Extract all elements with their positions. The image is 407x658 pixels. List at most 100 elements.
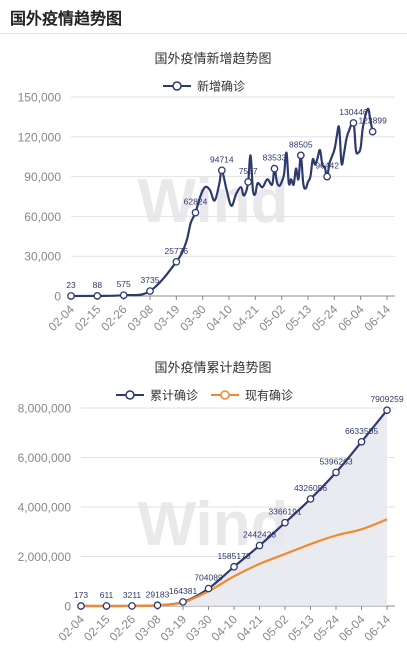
x-tick-label: 04-10	[204, 302, 236, 334]
data-point	[306, 495, 315, 503]
y-tick-label: 60,000	[24, 210, 61, 224]
data-label: 2442423	[243, 530, 276, 540]
y-tick-label: 2,000,000	[18, 550, 72, 564]
legend-marker-0	[125, 390, 135, 400]
x-tick-label: 02-15	[81, 612, 113, 644]
data-point	[383, 406, 391, 415]
data-point	[153, 601, 162, 610]
data-label: 173	[74, 590, 88, 600]
data-point	[93, 292, 102, 300]
data-label: 23	[66, 280, 76, 290]
y-tick-label: 0	[54, 290, 61, 304]
legend-marker-1	[220, 390, 230, 400]
x-tick-label: 06-14	[362, 612, 394, 644]
x-tick-label: 05-13	[285, 612, 317, 644]
data-label: 62824	[184, 197, 208, 207]
y-tick-label: 6,000,000	[18, 451, 72, 465]
x-tick-label: 03-08	[132, 612, 164, 644]
x-tick-label: 05-24	[311, 612, 343, 644]
data-label: 575	[117, 279, 131, 289]
x-tick-label: 03-19	[158, 612, 190, 644]
legend-label-1: 现有确诊	[245, 389, 293, 403]
data-point	[255, 541, 264, 550]
data-point	[244, 178, 253, 186]
data-point	[323, 172, 332, 181]
data-point	[179, 598, 187, 606]
x-tick-label: 04-10	[209, 612, 241, 644]
data-label: 7587	[239, 166, 258, 176]
data-point	[368, 127, 377, 136]
data-label: 88505	[289, 139, 313, 149]
data-label: 6633505	[345, 426, 378, 436]
x-tick-label: 06-14	[362, 302, 394, 334]
x-tick-label: 04-21	[230, 302, 262, 334]
y-tick-label: 120,000	[18, 130, 62, 144]
data-label: 704089	[194, 573, 223, 583]
data-label: 29183	[146, 589, 170, 599]
data-label: 7909259	[370, 394, 403, 404]
series-area-0	[81, 410, 387, 606]
y-tick-label: 0	[64, 600, 71, 614]
data-point	[230, 562, 238, 571]
x-tick-label: 04-21	[234, 612, 266, 644]
x-tick-label: 02-04	[46, 302, 78, 334]
data-point	[204, 584, 213, 593]
data-label: 130446	[339, 107, 368, 117]
y-tick-label: 90,000	[24, 170, 61, 184]
data-point	[281, 518, 289, 527]
watermark: Wind	[138, 167, 289, 236]
x-tick-label: 03-08	[125, 302, 157, 334]
x-tick-label: 03-30	[177, 302, 209, 334]
x-tick-label: 05-02	[260, 612, 292, 644]
legend: 累计确诊 现有确诊	[116, 389, 293, 403]
data-point	[128, 602, 136, 610]
chart-title: 国外疫情新增趋势图	[154, 51, 271, 66]
x-tick-label: 02-15	[72, 302, 104, 334]
data-point	[172, 257, 181, 266]
x-tick-label: 02-04	[56, 612, 88, 644]
x-tick-label: 05-02	[256, 302, 288, 334]
x-tick-label: 03-19	[151, 302, 183, 334]
data-point	[102, 602, 111, 610]
data-label: 611	[100, 590, 114, 600]
legend: 新增确诊	[163, 79, 245, 94]
data-point	[77, 602, 85, 610]
data-label: 3366191	[268, 507, 301, 517]
chart-title: 国外疫情累计趋势图	[154, 360, 271, 375]
data-point	[357, 437, 366, 446]
legend-label-0: 新增确诊	[197, 79, 245, 94]
y-tick-label: 30,000	[24, 250, 61, 264]
x-tick-label: 02-26	[98, 302, 130, 334]
data-point	[349, 119, 358, 127]
data-label: 83533	[263, 153, 287, 163]
y-tick-label: 4,000,000	[18, 501, 72, 515]
data-label: 3211	[123, 590, 142, 600]
data-label: 1585173	[217, 551, 250, 561]
y-tick-label: 150,000	[18, 91, 62, 105]
data-label: 94714	[210, 154, 234, 164]
data-label: 25776	[165, 246, 189, 256]
data-point	[217, 166, 226, 175]
x-tick-label: 03-30	[183, 612, 215, 644]
data-point	[67, 292, 75, 300]
page-title: 国外疫情趋势图	[10, 11, 123, 28]
data-point	[296, 151, 305, 160]
data-point	[146, 287, 154, 295]
x-tick-label: 05-13	[283, 302, 315, 334]
legend-marker-0	[172, 81, 182, 91]
x-tick-label: 02-26	[107, 612, 139, 644]
data-point	[119, 291, 128, 300]
data-label: 5396263	[319, 456, 352, 466]
x-tick-label: 05-24	[309, 302, 341, 334]
data-label: 4326056	[294, 483, 327, 493]
data-label: 96442	[315, 161, 339, 171]
data-point	[332, 468, 340, 477]
x-tick-label: 06-04	[336, 612, 368, 644]
header-divider	[0, 33, 407, 34]
x-tick-label: 06-04	[335, 302, 367, 334]
data-point	[191, 208, 200, 217]
y-tick-label: 8,000,000	[18, 402, 72, 416]
data-point	[270, 164, 279, 173]
